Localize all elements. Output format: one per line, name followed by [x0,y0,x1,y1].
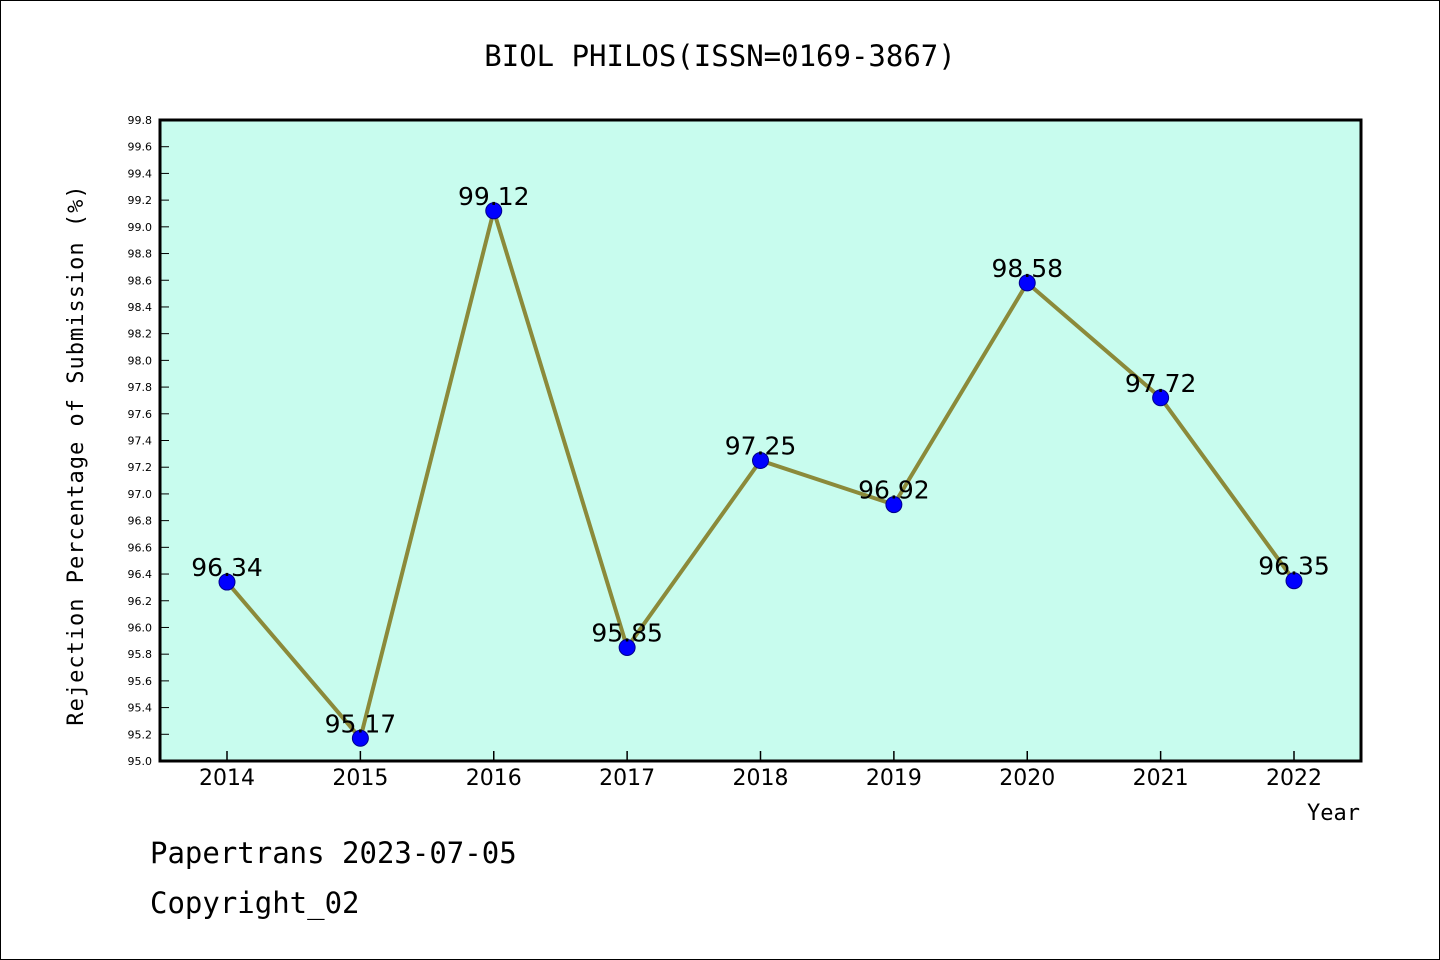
chart-title: BIOL PHILOS(ISSN=0169-3867) [484,39,955,73]
data-label: 95.85 [591,618,663,647]
data-label: 95.17 [325,709,397,738]
y-tick-label: 97.4 [128,435,153,448]
y-tick-label: 96.4 [128,568,153,581]
footer-copyright: Copyright_02 [150,886,360,920]
data-label: 96.92 [858,476,930,505]
data-label: 96.34 [191,553,263,582]
y-tick-label: 96.6 [128,541,153,554]
x-tick-label: 2015 [332,766,388,791]
y-tick-label: 97.0 [128,488,153,501]
y-tick-label: 99.2 [128,194,153,207]
data-point [752,452,769,470]
y-tick-label: 99.6 [128,141,153,154]
y-tick-label: 95.4 [128,702,153,715]
x-tick-label: 2016 [466,766,522,791]
data-label: 97.25 [725,432,797,461]
data-point [885,496,903,514]
y-tick-label: 95.2 [128,728,153,741]
y-tick-label: 96.8 [128,515,153,528]
y-tick-label: 97.6 [128,408,153,421]
y-tick-label: 98.0 [128,354,153,367]
x-tick-label: 2017 [599,766,655,791]
y-axis: 95.0 95.2 95.4 95.6 95.8 96.0 96.2 96.4 96.6 96.8… [128,114,169,768]
data-point [618,638,636,656]
y-tick-label: 97.2 [128,461,153,474]
y-tick-label: 96.2 [128,595,153,608]
data-point [351,729,369,747]
data-label: 97.72 [1125,369,1197,398]
data-point [218,573,236,591]
y-tick-label: 99.4 [128,167,153,180]
y-tick-label: 98.2 [128,328,153,341]
y-axis-label: Rejection Percentage of Submission (%) [64,184,89,725]
x-tick-label: 2014 [199,766,255,791]
data-label: 99.12 [458,182,530,211]
x-tick-label: 2019 [866,766,922,791]
y-tick-label: 96.0 [128,621,153,634]
data-point [1018,274,1036,292]
footer-date: Papertrans 2023-07-05 [150,836,517,870]
y-tick-label: 98.8 [128,248,153,261]
y-tick-label: 99.0 [128,221,153,234]
x-tick-label: 2020 [999,766,1055,791]
data-label: 96.35 [1258,552,1330,581]
y-tick-label: 98.4 [128,301,153,314]
y-tick-label: 95.6 [128,675,153,688]
x-axis: 2014 2015 2016 2017 2018 2019 2020 2021 2022 [199,751,1322,791]
data-point [1285,572,1303,590]
x-tick-label: 2021 [1133,766,1189,791]
y-tick-label: 99.8 [128,114,153,127]
y-tick-label: 98.6 [128,274,153,287]
x-axis-label: Year [1307,801,1360,826]
data-markers [218,202,1303,747]
data-labels: 96.34 95.17 99.12 95.85 97.25 96.92 98.58 97.72… [191,182,1330,738]
x-tick-label: 2018 [733,766,789,791]
y-tick-label: 95.8 [128,648,153,661]
plot-area [158,118,1363,763]
data-point [485,202,503,220]
y-tick-label: 97.8 [128,381,153,394]
data-label: 98.58 [991,254,1063,283]
x-tick-label: 2022 [1266,766,1322,791]
y-tick-label: 95.0 [128,755,153,768]
data-point [1152,389,1170,407]
